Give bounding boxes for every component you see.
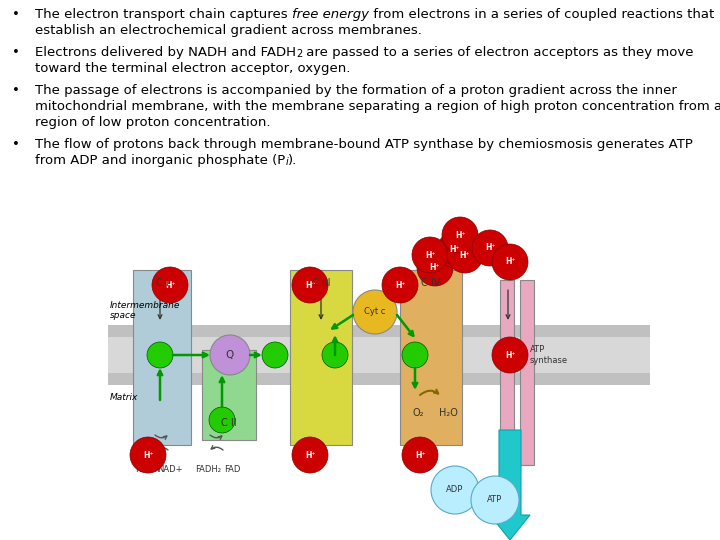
Circle shape	[492, 337, 528, 373]
Text: region of low proton concentration.: region of low proton concentration.	[35, 116, 271, 129]
Bar	[520, 280, 534, 465]
Text: H₂O: H₂O	[438, 408, 457, 418]
Text: establish an electrochemical gradient across membranes.: establish an electrochemical gradient ac…	[35, 24, 422, 37]
Circle shape	[447, 237, 483, 273]
Text: The electron transport chain captures: The electron transport chain captures	[35, 8, 292, 21]
Text: •: •	[12, 84, 20, 97]
Text: are passed to a series of electron acceptors as they move: are passed to a series of electron accep…	[302, 46, 694, 59]
Text: Intermembrane
space: Intermembrane space	[110, 301, 181, 320]
Text: Matrix: Matrix	[110, 393, 138, 402]
Bar	[133, 270, 191, 445]
Circle shape	[130, 437, 166, 473]
Circle shape	[262, 342, 288, 368]
Circle shape	[209, 407, 235, 433]
Circle shape	[152, 267, 188, 303]
Bar	[108, 325, 650, 385]
Circle shape	[322, 342, 348, 368]
Text: •: •	[12, 46, 20, 59]
Text: H⁺: H⁺	[485, 244, 495, 253]
Bar	[202, 350, 256, 440]
Text: O₂: O₂	[413, 408, 424, 418]
Text: •: •	[12, 138, 20, 151]
Circle shape	[472, 230, 508, 266]
Circle shape	[402, 342, 428, 368]
Text: H⁺: H⁺	[165, 280, 175, 289]
Circle shape	[402, 437, 438, 473]
Text: H⁺: H⁺	[425, 251, 436, 260]
Text: ).: ).	[288, 154, 297, 167]
Text: FADH₂: FADH₂	[195, 465, 221, 474]
Text: Electrons delivered by NADH and FADH: Electrons delivered by NADH and FADH	[35, 46, 296, 59]
Text: ATP: ATP	[487, 496, 503, 504]
Circle shape	[417, 250, 453, 286]
Text: H⁺: H⁺	[455, 231, 465, 240]
Bar	[108, 337, 650, 373]
Text: from ADP and inorganic phosphate (P: from ADP and inorganic phosphate (P	[35, 154, 285, 167]
Circle shape	[442, 217, 478, 253]
Text: NAD+: NAD+	[157, 465, 183, 474]
Text: H⁺: H⁺	[143, 450, 153, 460]
Text: H⁺: H⁺	[305, 450, 315, 460]
Text: C III: C III	[312, 278, 330, 288]
FancyArrow shape	[490, 430, 530, 540]
Text: The passage of electrons is accompanied by the formation of a proton gradient ac: The passage of electrons is accompanied …	[35, 84, 677, 97]
Bar	[400, 270, 462, 445]
Circle shape	[382, 267, 418, 303]
Text: H⁺: H⁺	[415, 450, 426, 460]
Text: H⁺: H⁺	[305, 280, 315, 289]
Text: C II: C II	[221, 418, 237, 428]
Text: Cyt c: Cyt c	[364, 307, 386, 316]
Text: H⁺: H⁺	[395, 280, 405, 289]
Text: The flow of protons back through membrane-bound ATP synthase by chemiosmosis gen: The flow of protons back through membran…	[35, 138, 693, 151]
Text: C I: C I	[156, 278, 168, 288]
Circle shape	[210, 335, 250, 375]
Text: mitochondrial membrane, with the membrane separating a region of high proton con: mitochondrial membrane, with the membran…	[35, 100, 720, 113]
Circle shape	[292, 437, 328, 473]
Text: H⁺: H⁺	[505, 350, 516, 360]
Text: NADH: NADH	[135, 465, 161, 474]
Circle shape	[147, 342, 173, 368]
Text: ADP: ADP	[446, 485, 464, 495]
Circle shape	[412, 237, 448, 273]
Text: C IV: C IV	[421, 278, 441, 288]
Text: Q: Q	[226, 350, 234, 360]
Text: H⁺: H⁺	[505, 258, 516, 267]
Text: H⁺: H⁺	[450, 246, 460, 254]
Text: •: •	[12, 8, 20, 21]
Text: free energy: free energy	[292, 8, 369, 21]
Text: i: i	[285, 157, 288, 167]
Text: 2: 2	[296, 49, 302, 59]
Text: FAD: FAD	[224, 465, 240, 474]
Text: from electrons in a series of coupled reactions that: from electrons in a series of coupled re…	[369, 8, 714, 21]
Circle shape	[492, 244, 528, 280]
Circle shape	[292, 267, 328, 303]
Text: H⁺: H⁺	[430, 264, 440, 273]
Text: H⁺: H⁺	[460, 251, 470, 260]
Circle shape	[471, 476, 519, 524]
Text: ATP
synthase: ATP synthase	[530, 345, 568, 364]
Circle shape	[437, 232, 473, 268]
Bar	[290, 270, 352, 445]
Circle shape	[431, 466, 479, 514]
Circle shape	[353, 290, 397, 334]
Text: toward the terminal electron acceptor, oxygen.: toward the terminal electron acceptor, o…	[35, 62, 351, 75]
Bar	[500, 280, 514, 465]
